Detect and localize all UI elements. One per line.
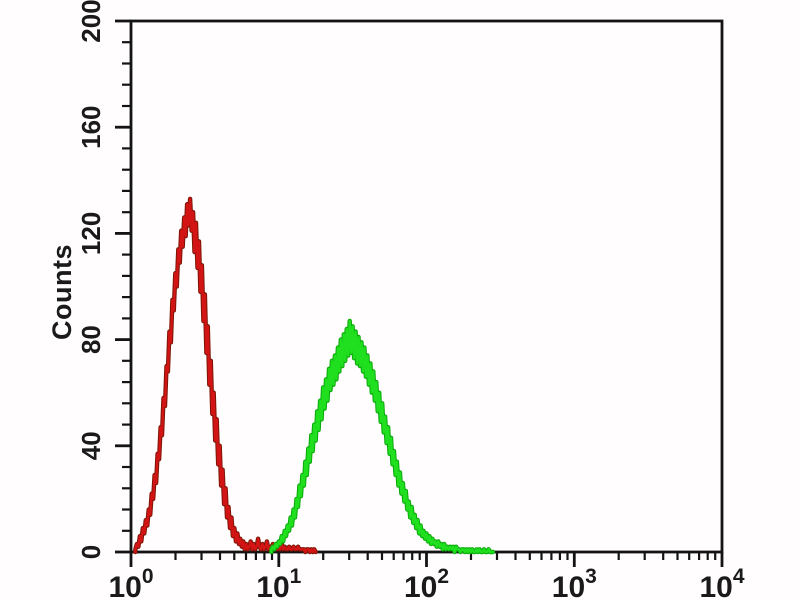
x-tick-label: 102 — [404, 565, 449, 600]
x-tick-label: 103 — [552, 565, 597, 600]
y-tick-label: 40 — [76, 431, 106, 460]
y-tick-label: 0 — [76, 545, 106, 559]
x-tick-label: 101 — [256, 565, 301, 600]
y-tick-label: 200 — [76, 0, 106, 43]
plot-frame — [129, 19, 724, 554]
y-tick-label: 80 — [76, 325, 106, 354]
x-tick-label: 100 — [108, 565, 153, 600]
red-peak-trace — [134, 197, 317, 554]
y-tick-label: 120 — [76, 212, 106, 255]
x-tick-label: 104 — [699, 565, 744, 600]
green-peak-trace — [270, 319, 495, 554]
y-tick-label: 160 — [76, 106, 106, 149]
green-peak-trace-edge — [269, 318, 496, 555]
